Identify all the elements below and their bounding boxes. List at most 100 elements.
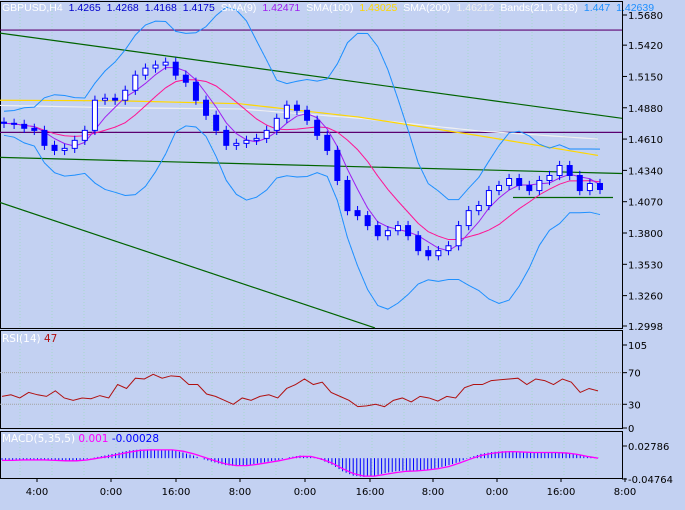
candle-body	[41, 129, 48, 146]
candle-body	[102, 97, 109, 101]
candle-body	[192, 81, 199, 101]
candle-body	[233, 142, 240, 146]
sma9-label: SMA(9)	[220, 2, 257, 14]
candle-body	[91, 99, 98, 131]
candle-body	[324, 134, 331, 151]
price-tick: 1.5150	[628, 72, 663, 83]
sma9-line	[3, 67, 601, 252]
candle-body	[112, 97, 119, 101]
trendline	[0, 156, 623, 175]
candle-body	[415, 235, 422, 252]
macd-signal-value: -0.00028	[111, 433, 160, 445]
candle-body	[374, 225, 381, 237]
candle-body	[344, 179, 351, 212]
candle-body	[506, 178, 513, 186]
candle-body	[465, 210, 472, 227]
macd-header: MACD(5,35,5) 0.001 -0.00028	[2, 433, 159, 445]
bands-value-2: 1.42639	[616, 2, 655, 14]
candle-body	[455, 225, 462, 247]
chart-header: GBPUSD,H4 1.4265 1.4268 1.4168 1.4175 SM…	[2, 2, 657, 14]
candle-body	[586, 182, 593, 192]
candle-body	[556, 165, 563, 176]
time-tick: 8:00	[422, 487, 444, 498]
candle-body	[1, 121, 7, 124]
candle-body	[273, 117, 280, 131]
candle-body	[263, 129, 270, 139]
sma100-label: SMA(100)	[306, 2, 354, 14]
macd-tick: 0.02786	[628, 442, 669, 453]
candle-body	[162, 61, 169, 66]
time-tick: 16:00	[356, 487, 385, 498]
time-tick: 0:00	[486, 487, 508, 498]
sma100-value: 1.43025	[359, 2, 398, 14]
rsi-tick: 105	[628, 341, 647, 352]
candle-body	[435, 250, 442, 257]
candle-body	[405, 225, 412, 237]
pane-border-2	[0, 431, 623, 479]
rsi-tick: 30	[628, 400, 641, 411]
sma200-value: 1.46212	[456, 2, 495, 14]
candle-body	[475, 205, 482, 212]
price-tick: 1.3260	[628, 292, 663, 303]
time-tick: 8:00	[614, 487, 636, 498]
price-tick: 1.3800	[628, 229, 663, 240]
sma21-line	[3, 79, 601, 241]
candle-body	[51, 144, 58, 151]
candle-body	[172, 61, 179, 76]
candle-body	[566, 165, 573, 176]
candle-body	[445, 245, 452, 252]
macd-signal-line	[2, 449, 599, 477]
rsi-header: RSI(14) 47	[2, 333, 57, 345]
price-tick: 1.5680	[628, 11, 663, 22]
rsi-label: RSI(14)	[2, 333, 41, 345]
rsi-line	[1, 373, 599, 408]
price-tick: 1.3530	[628, 260, 663, 271]
time-tick: 4:00	[26, 487, 48, 498]
price-tick: 1.2998	[628, 322, 663, 333]
candle-body	[203, 99, 210, 116]
macd-tick: -0.04764	[628, 475, 673, 486]
candle-body	[182, 74, 189, 83]
candle-body	[71, 139, 78, 149]
candle-body	[495, 184, 502, 192]
candle-body	[597, 182, 603, 191]
bollinger-upper	[3, 6, 601, 201]
trendline	[0, 201, 376, 329]
rsi-tick: 0	[628, 424, 634, 435]
macd-main-value: 0.001	[78, 433, 109, 445]
candle-body	[31, 127, 38, 131]
time-tick: 0:00	[294, 487, 316, 498]
price-tick: 1.4340	[628, 166, 663, 177]
candle-body	[576, 174, 583, 192]
price-tick: 1.4610	[628, 135, 663, 146]
candle-body	[546, 174, 553, 181]
price-tick: 1.4070	[628, 198, 663, 209]
candle-body	[293, 104, 300, 111]
candle-body	[253, 137, 260, 141]
candle-body	[304, 109, 311, 121]
candle-body	[132, 74, 139, 91]
candle-body	[425, 250, 432, 257]
candle-body	[516, 178, 523, 186]
close-value: 1.4175	[182, 2, 215, 14]
high-value: 1.4268	[106, 2, 139, 14]
candle-body	[334, 149, 341, 181]
macd-label: MACD(5,35,5)	[2, 433, 76, 445]
candle-body	[354, 210, 361, 217]
candle-body	[61, 147, 68, 151]
sma200-label: SMA(200)	[403, 2, 451, 14]
time-tick: 8:00	[229, 487, 251, 498]
sma200-line	[0, 104, 599, 140]
symbol-label: GBPUSD,H4	[2, 2, 63, 14]
candle-body	[536, 179, 543, 192]
candle-body	[223, 129, 230, 146]
time-tick: 16:00	[547, 487, 576, 498]
candle-body	[152, 64, 159, 69]
rsi-tick: 70	[628, 369, 641, 380]
candle-body	[526, 184, 533, 192]
candle-body	[122, 89, 129, 101]
candle-body	[243, 139, 250, 144]
low-value: 1.4168	[144, 2, 177, 14]
